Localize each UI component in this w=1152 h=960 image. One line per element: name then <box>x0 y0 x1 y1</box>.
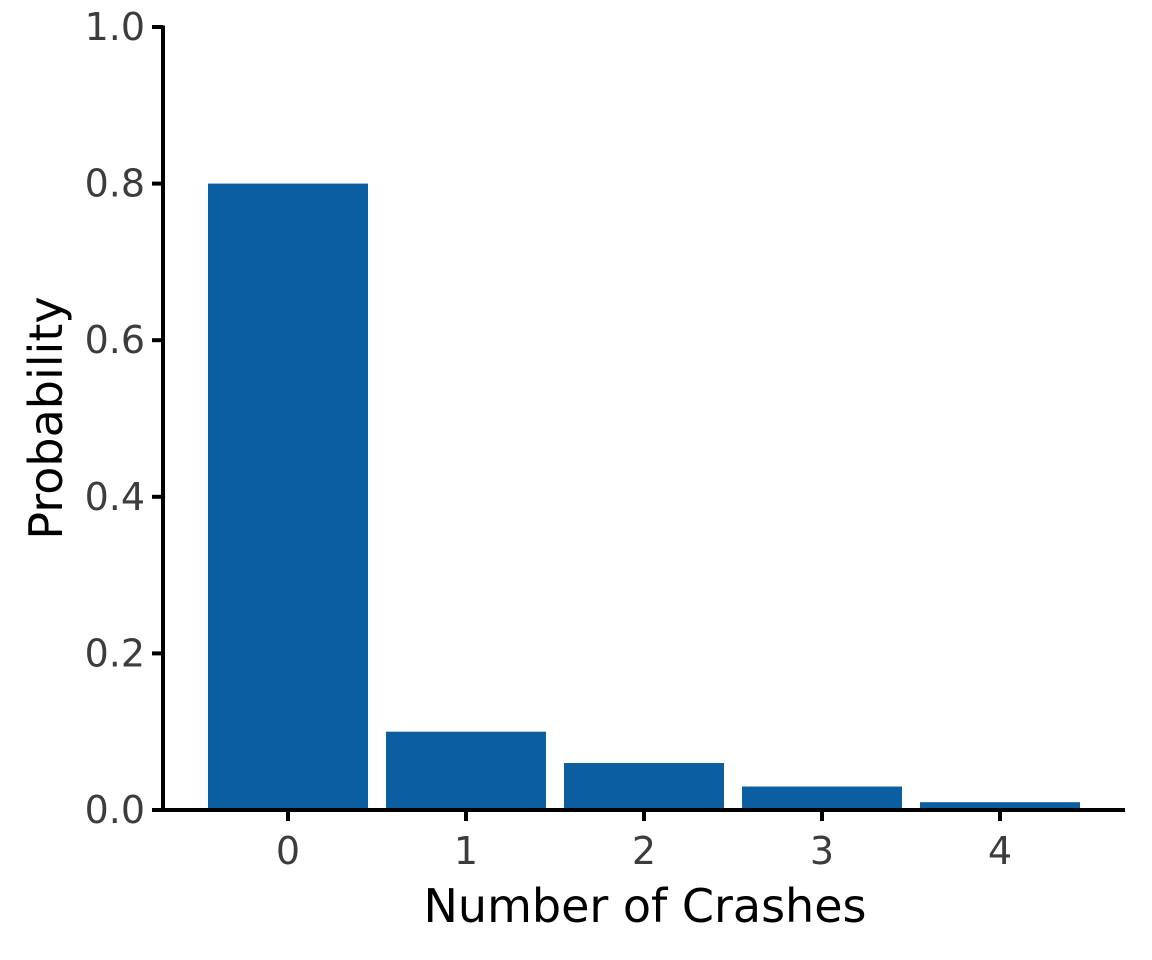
y-axis: 0.0 0.2 0.4 0.6 0.8 1.0 <box>85 5 165 832</box>
x-tick-label-0: 0 <box>276 829 300 873</box>
bar-2 <box>564 763 724 810</box>
y-tick-label-0.0: 0.0 <box>85 788 145 832</box>
y-tick-label-0.8: 0.8 <box>85 162 145 206</box>
x-axis: 0 1 2 3 4 <box>161 808 1125 873</box>
bar-0 <box>208 183 368 811</box>
bar-1 <box>386 731 546 810</box>
bars-group <box>208 183 1080 811</box>
y-tick-label-0.6: 0.6 <box>85 318 145 362</box>
x-axis-title: Number of Crashes <box>424 879 867 933</box>
x-tick-label-4: 4 <box>988 829 1012 873</box>
x-tick-label-2: 2 <box>632 829 656 873</box>
y-axis-title: Probability <box>19 296 73 539</box>
bar-3 <box>742 786 902 810</box>
y-tick-label-0.2: 0.2 <box>85 631 145 675</box>
x-tick-label-3: 3 <box>810 829 834 873</box>
bar-4 <box>920 802 1080 810</box>
y-tick-label-1.0: 1.0 <box>85 5 145 49</box>
y-tick-label-0.4: 0.4 <box>85 475 145 519</box>
x-tick-label-1: 1 <box>454 829 478 873</box>
